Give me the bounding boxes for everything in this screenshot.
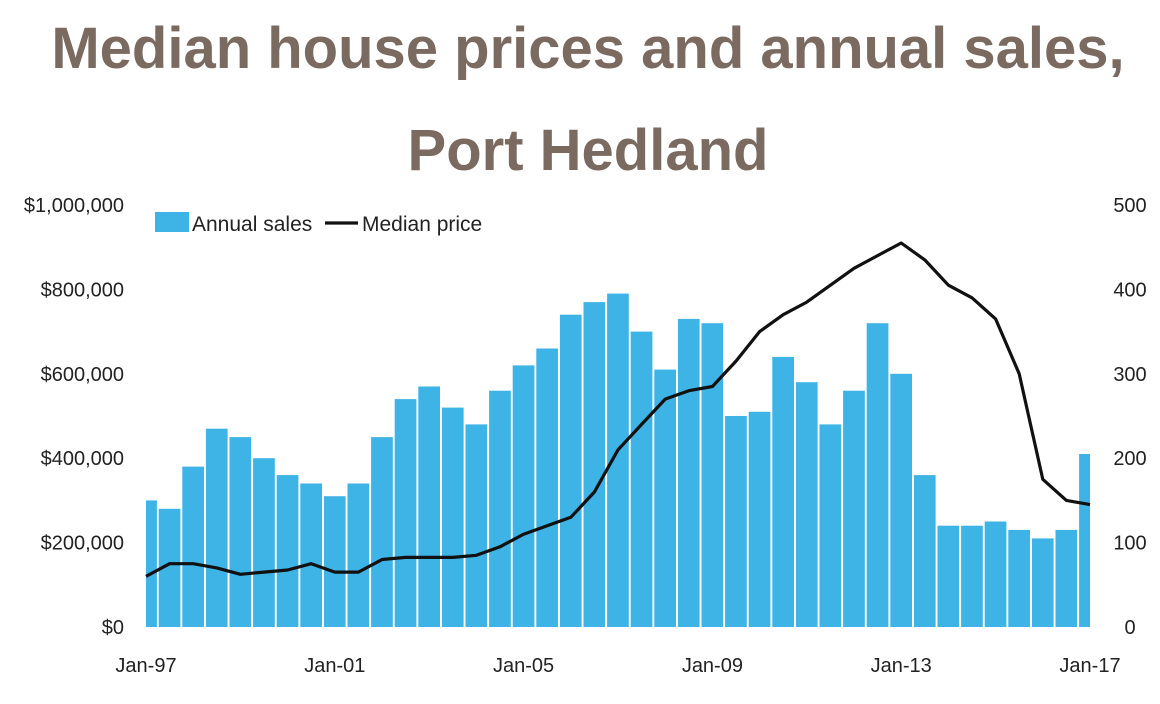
x-ticks: Jan-97 Jan-01 Jan-05 Jan-09 Jan-13 Jan-17 <box>115 655 1120 677</box>
y-left-tick-label: $400,000 <box>41 448 124 470</box>
sales-bar <box>843 390 865 627</box>
sales-bar <box>158 508 181 627</box>
sales-bar <box>725 416 747 627</box>
sales-bar <box>205 428 228 627</box>
sales-bar <box>323 496 346 627</box>
sales-bar <box>512 365 535 627</box>
y-right-tick-label: 400 <box>1113 279 1146 301</box>
sales-bar <box>536 348 558 627</box>
sales-bar <box>465 424 488 627</box>
sales-bar <box>559 314 582 627</box>
sales-bar <box>300 483 322 627</box>
x-tick-label: Jan-05 <box>493 655 554 677</box>
sales-bar <box>630 331 653 627</box>
sales-bar <box>441 407 464 627</box>
sales-bar <box>583 302 606 627</box>
sales-bars <box>146 293 1090 627</box>
y-right-ticks: 0 100 200 300 400 500 <box>1113 195 1146 639</box>
sales-bar <box>984 521 1007 627</box>
chart-title-line1: Median house prices and annual sales, <box>51 16 1124 81</box>
y-left-tick-label: $1,000,000 <box>24 195 124 217</box>
sales-bar <box>253 458 275 627</box>
sales-bar <box>1008 529 1030 627</box>
sales-bar <box>677 318 700 627</box>
sales-bar <box>654 369 676 627</box>
sales-bar <box>913 475 936 627</box>
sales-bar <box>795 382 818 627</box>
x-tick-label: Jan-09 <box>682 655 743 677</box>
y-right-tick-label: 100 <box>1113 533 1146 555</box>
sales-bar <box>276 475 299 627</box>
median-price-line <box>145 241 1091 578</box>
sales-bar <box>819 424 842 627</box>
y-right-tick-label: 300 <box>1113 364 1146 386</box>
sales-bar <box>394 399 417 627</box>
legend-label-price: Median price <box>362 213 482 236</box>
y-left-tick-label: $600,000 <box>41 364 124 386</box>
legend: Annual sales Median price <box>155 212 482 236</box>
sales-bar <box>937 525 960 627</box>
sales-bar <box>1031 538 1054 627</box>
x-tick-label: Jan-13 <box>871 655 932 677</box>
x-tick-label: Jan-17 <box>1059 655 1120 677</box>
sales-bar <box>866 323 889 627</box>
y-left-tick-label: $200,000 <box>41 533 124 555</box>
sales-bar <box>890 373 912 627</box>
sales-bar <box>418 386 440 627</box>
sales-bar <box>772 356 794 627</box>
sales-bar <box>607 293 629 627</box>
x-tick-label: Jan-01 <box>304 655 365 677</box>
y-left-tick-label: $0 <box>102 617 124 639</box>
sales-bar <box>748 411 771 627</box>
sales-bar <box>371 437 393 627</box>
y-left-tick-label: $800,000 <box>41 279 124 301</box>
sales-bar <box>1079 454 1090 627</box>
sales-bar <box>347 483 370 627</box>
y-left-ticks: $0 $200,000 $400,000 $600,000 $800,000 $1,000… <box>24 195 124 639</box>
chart-title-line2: Port Hedland <box>408 118 769 183</box>
y-right-tick-label: 500 <box>1113 195 1146 217</box>
sales-bar <box>1055 529 1078 627</box>
legend-swatch-sales <box>155 212 189 232</box>
sales-bar <box>489 390 511 627</box>
sales-bar <box>961 525 983 627</box>
sales-bar <box>146 500 157 627</box>
y-right-tick-label: 200 <box>1113 448 1146 470</box>
sales-bar <box>701 323 724 627</box>
sales-bar <box>229 437 252 627</box>
x-tick-label: Jan-97 <box>115 655 176 677</box>
legend-label-sales: Annual sales <box>192 213 312 236</box>
sales-bar <box>182 466 204 627</box>
y-right-tick-label: 0 <box>1124 617 1135 639</box>
